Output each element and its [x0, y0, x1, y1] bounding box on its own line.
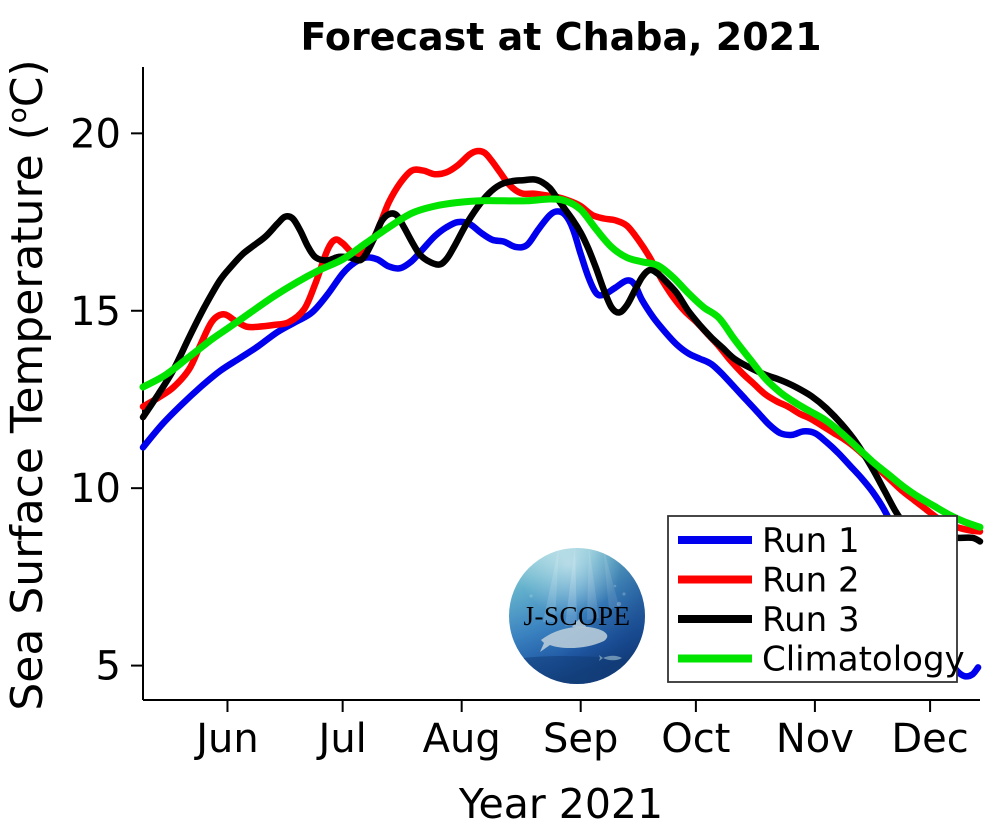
y-axis-label-text: Sea Surface Temperature (oC) [2, 59, 53, 710]
y-tick-label: 10 [70, 466, 121, 512]
y-axis-label: Sea Surface Temperature (oC) [2, 59, 53, 710]
series-line-run-1 [139, 208, 982, 680]
logo-sunlight [517, 548, 621, 616]
light-rays-icon [543, 548, 619, 626]
legend-item-run-1: Run 1 [678, 521, 860, 561]
x-tick-label-oct: Oct [661, 716, 730, 762]
jscope-logo: J-SCOPE [509, 548, 645, 684]
y-tick-label: 20 [70, 111, 121, 157]
plot-area: 5 10 15 20 Jun Jul Aug Sep Oct Nov Dec [70, 67, 984, 762]
logo-bubbles [529, 584, 626, 607]
legend-item-run-2: Run 2 [678, 560, 860, 600]
x-tick-label-jun: Jun [193, 716, 259, 762]
x-tick-label-jul: Jul [316, 716, 367, 762]
y-tick-label: 15 [70, 289, 121, 335]
x-tick-label-sep: Sep [543, 716, 618, 762]
chart-title: Forecast at Chaba, 2021 [300, 15, 821, 59]
legend-label: Climatology [762, 639, 965, 679]
legend-label: Run 3 [762, 600, 860, 640]
x-tick-label-dec: Dec [891, 716, 968, 762]
legend-label: Run 1 [762, 521, 860, 561]
legend-item-run-3: Run 3 [678, 600, 860, 640]
series-line-climatology [139, 195, 984, 531]
x-axis-label: Year 2021 [458, 780, 663, 827]
small-fish-icon [599, 655, 622, 661]
logo-text: J-SCOPE [523, 601, 630, 631]
legend-label: Run 2 [762, 560, 860, 600]
series-line-run-3 [139, 176, 984, 545]
x-tick-label-aug: Aug [423, 716, 501, 762]
fish-icon [539, 618, 608, 652]
logo-seafloor [509, 655, 645, 684]
x-tick-label-nov: Nov [776, 716, 854, 762]
legend-item-climatology: Climatology [678, 639, 965, 679]
y-tick-label: 5 [96, 644, 121, 690]
